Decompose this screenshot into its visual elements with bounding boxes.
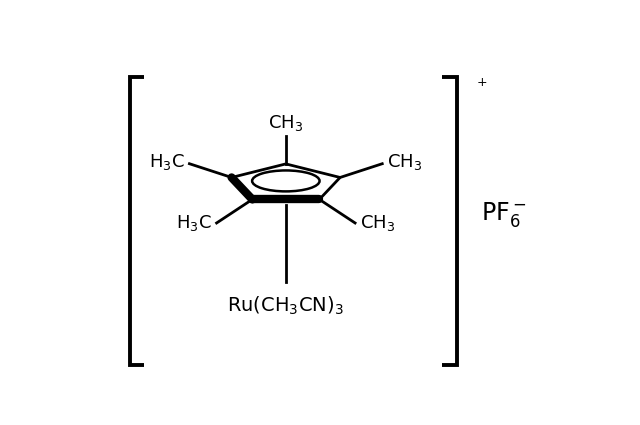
Text: Ru(CH$_3$CN)$_3$: Ru(CH$_3$CN)$_3$ xyxy=(227,295,344,317)
Text: PF$_6^-$: PF$_6^-$ xyxy=(481,200,527,229)
Text: CH$_3$: CH$_3$ xyxy=(360,213,396,233)
Text: H$_3$C: H$_3$C xyxy=(148,153,184,173)
Text: $^+$: $^+$ xyxy=(474,76,488,94)
Text: CH$_3$: CH$_3$ xyxy=(268,113,303,133)
Text: CH$_3$: CH$_3$ xyxy=(387,153,422,173)
Text: H$_3$C: H$_3$C xyxy=(176,213,212,233)
